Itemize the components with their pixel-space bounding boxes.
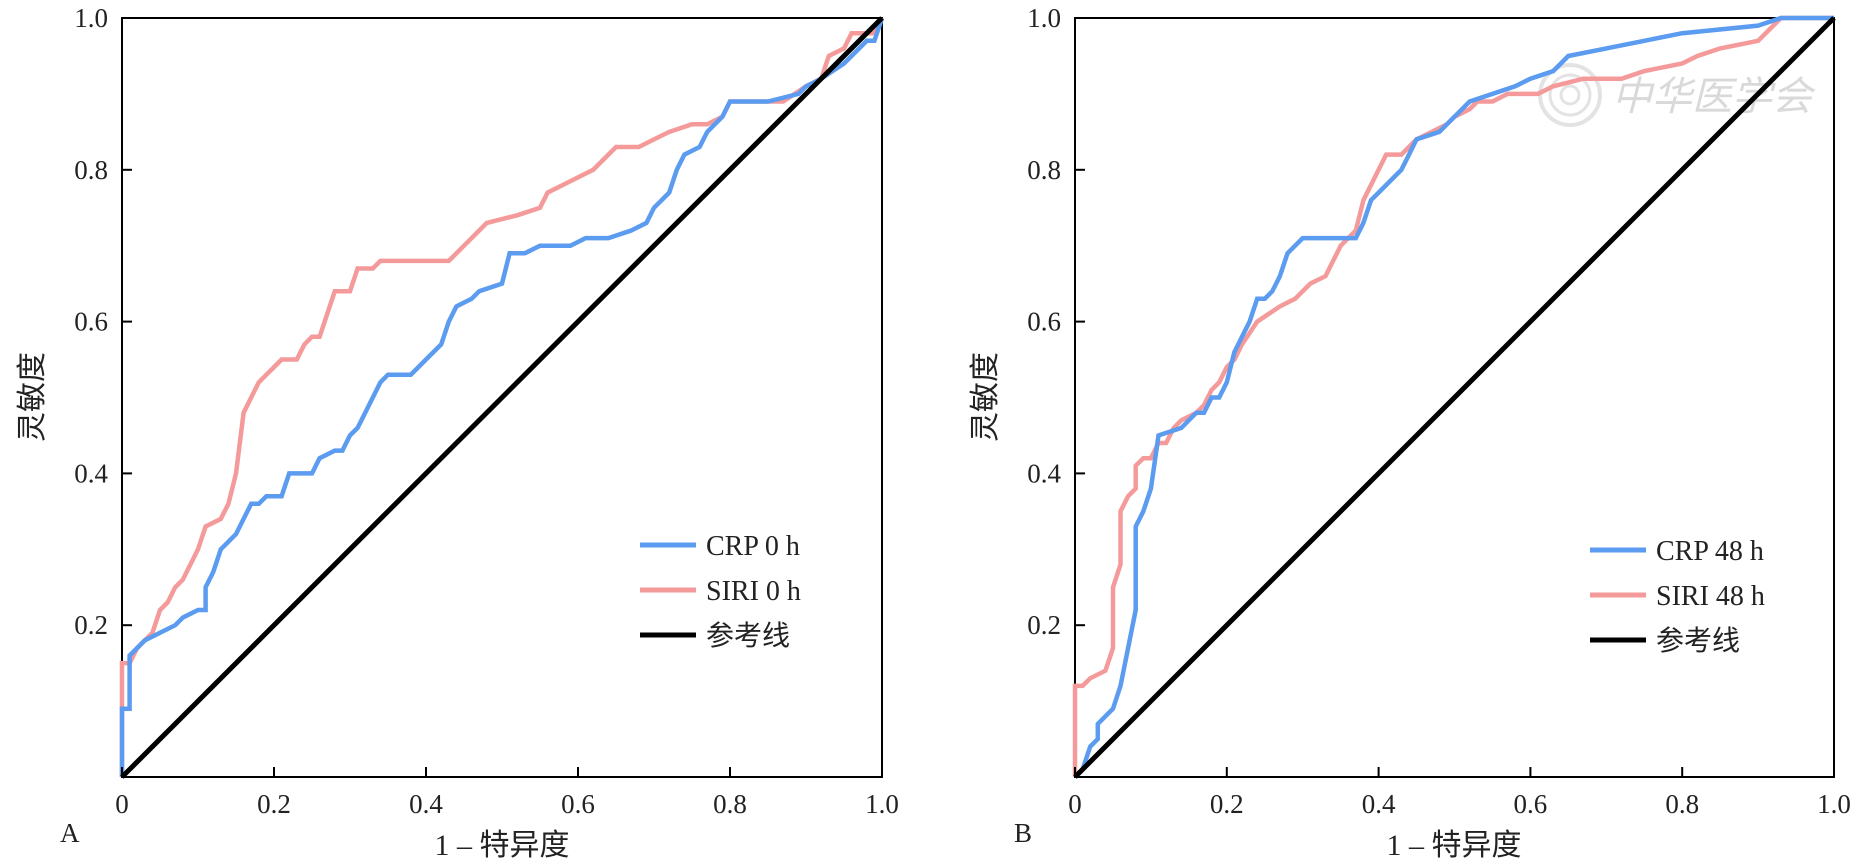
y-axis-title-b: 灵敏度	[969, 352, 1002, 442]
legend-label: SIRI 48 h	[1656, 581, 1765, 612]
x-tick-label: 1.0	[1817, 789, 1851, 819]
x-tick-label: 0.6	[561, 789, 595, 819]
y-tick-label: 1.0	[74, 3, 108, 33]
y-tick-label: 0.8	[74, 155, 108, 185]
legend-label: CRP 0 h	[706, 531, 800, 562]
roc-curve-crp-48-h	[1073, 15, 1834, 779]
legend-label: CRP 48 h	[1656, 536, 1764, 567]
plot-frame-a	[121, 17, 883, 778]
x-tick-label: 1.0	[865, 789, 899, 819]
panel-letter-a: A	[60, 818, 80, 848]
y-tick-label: 0.6	[74, 307, 108, 337]
y-tick-label: 0.2	[74, 610, 108, 640]
y-tick-label: 1.0	[1027, 3, 1061, 33]
legend-a: CRP 0 h SIRI 0 h 参考线	[640, 531, 801, 652]
x-tick-label: 0.4	[409, 789, 443, 819]
y-axis-title-a: 灵敏度	[16, 352, 49, 442]
plot-frame-b	[1074, 17, 1835, 778]
y-tick-label: 0.4	[74, 458, 108, 488]
x-tick-label: 0.4	[1362, 789, 1396, 819]
legend-b: CRP 48 h SIRI 48 h 参考线	[1590, 536, 1765, 657]
panel-a: 0 0.2 0.4 0.6 0.8 1.00.20.40.60.81.0 1 – 特异度 …	[16, 3, 899, 862]
roc-curve-siri-48-h	[1072, 15, 1834, 777]
x-tick-label: 0.2	[1210, 789, 1244, 819]
y-tick-label: 0.4	[1027, 458, 1061, 488]
x-tick-label: 0.8	[1665, 789, 1699, 819]
roc-curve-crp-0-h	[119, 17, 885, 777]
x-axis-title-a: 1 – 特异度	[435, 829, 570, 862]
panel-letter-b: B	[1014, 818, 1032, 848]
curves-b	[1072, 15, 1836, 779]
ticks-b: 0 0.2 0.4 0.6 0.8 1.0 0.2 0.4 0.6 0.8 1.0	[1027, 3, 1851, 819]
panel-b: 中华医学会 0 0.2 0.4 0.6 0.8 1.0 0.2 0.4 0.6 0.8 1.0 1 …	[969, 3, 1851, 862]
x-axis-title-b: 1 – 特异度	[1387, 829, 1522, 862]
reference-line	[1073, 16, 1836, 779]
y-tick-label: 0.6	[1027, 307, 1061, 337]
legend-label: 参考线	[1656, 625, 1740, 657]
x-tick-label: 0	[115, 789, 129, 819]
watermark-text: 中华医学会	[1612, 74, 1816, 120]
y-tick-label: 0.2	[1027, 610, 1061, 640]
legend-label: 参考线	[706, 620, 790, 652]
ticks-a: 0 0.2 0.4 0.6 0.8 1.0 0.2 0.4 0.6 0.8 1.0	[74, 3, 899, 819]
y-tick-label: 0.8	[1027, 155, 1061, 185]
reference-line	[120, 16, 884, 779]
x-tick-label: 0	[1068, 789, 1082, 819]
curves-a	[119, 16, 885, 779]
legend-label: SIRI 0 h	[706, 576, 801, 607]
x-tick-label: 0.2	[257, 789, 291, 819]
x-tick-label: 0.6	[1514, 789, 1548, 819]
x-tick-label: 0.8	[713, 789, 747, 819]
